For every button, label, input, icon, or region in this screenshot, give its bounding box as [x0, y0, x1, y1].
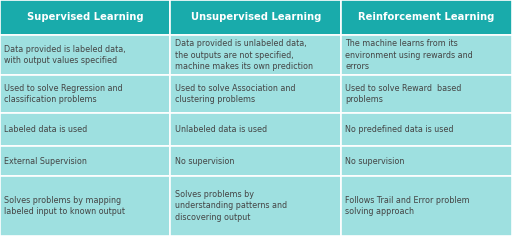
- Text: External Supervision: External Supervision: [4, 156, 87, 165]
- Bar: [170, 113, 341, 146]
- Text: Data provided is labeled data,
with output values specified: Data provided is labeled data, with outp…: [4, 45, 126, 65]
- Bar: [0, 146, 170, 176]
- Bar: [341, 146, 512, 176]
- Bar: [0, 113, 170, 146]
- Bar: [170, 35, 341, 75]
- Text: Solves problems by
understanding patterns and
discovering output: Solves problems by understanding pattern…: [175, 190, 287, 222]
- Bar: [341, 35, 512, 75]
- Bar: [0, 35, 170, 75]
- Text: Supervised Learning: Supervised Learning: [27, 13, 143, 22]
- Text: Data provided is unlabeled data,
the outputs are not specified,
machine makes it: Data provided is unlabeled data, the out…: [175, 39, 313, 71]
- Bar: [0, 176, 170, 236]
- Bar: [170, 75, 341, 113]
- Text: Reinforcement Learning: Reinforcement Learning: [358, 13, 495, 22]
- Text: Unsupervised Learning: Unsupervised Learning: [190, 13, 321, 22]
- Bar: [341, 176, 512, 236]
- Text: No supervision: No supervision: [175, 156, 234, 165]
- Bar: [341, 113, 512, 146]
- Bar: [170, 0, 341, 35]
- Bar: [170, 146, 341, 176]
- Text: No supervision: No supervision: [345, 156, 404, 165]
- Bar: [170, 176, 341, 236]
- Bar: [0, 0, 170, 35]
- Text: No predefined data is used: No predefined data is used: [345, 125, 454, 134]
- Bar: [341, 75, 512, 113]
- Text: Used to solve Reward  based
problems: Used to solve Reward based problems: [345, 84, 461, 104]
- Bar: [341, 0, 512, 35]
- Bar: [0, 75, 170, 113]
- Text: Used to solve Regression and
classification problems: Used to solve Regression and classificat…: [4, 84, 123, 104]
- Text: Used to solve Association and
clustering problems: Used to solve Association and clustering…: [175, 84, 295, 104]
- Text: The machine learns from its
environment using rewards and
errors: The machine learns from its environment …: [345, 39, 473, 71]
- Text: Follows Trail and Error problem
solving approach: Follows Trail and Error problem solving …: [345, 196, 470, 216]
- Text: Solves problems by mapping
labeled input to known output: Solves problems by mapping labeled input…: [4, 196, 125, 216]
- Text: Unlabeled data is used: Unlabeled data is used: [175, 125, 267, 134]
- Text: Labeled data is used: Labeled data is used: [4, 125, 88, 134]
